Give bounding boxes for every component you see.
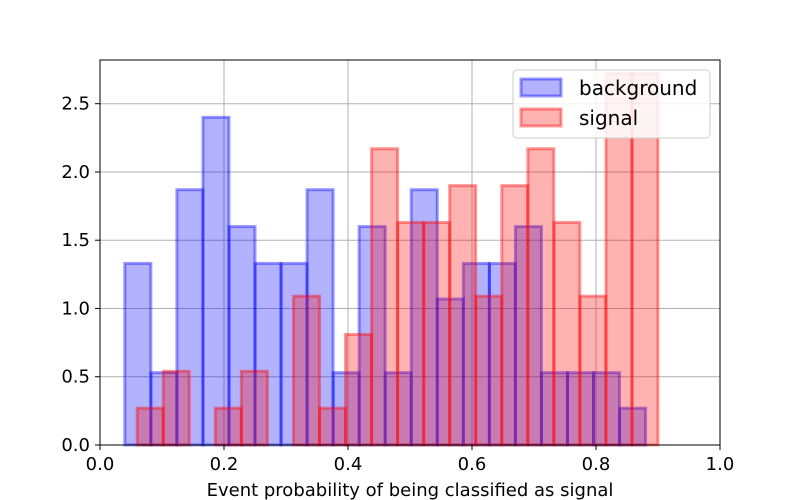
x-tick-label: 1.0 (706, 454, 735, 475)
legend-box (512, 69, 711, 139)
plot-frame (99, 59, 721, 446)
histogram-bar-signal (526, 147, 556, 447)
histogram-bar-signal (552, 220, 582, 447)
legend-label-signal: signal (579, 106, 638, 130)
histogram-bar-signal (317, 406, 348, 447)
histogram-bar-background (539, 371, 569, 447)
y-tick-label: 0.5 (61, 367, 90, 388)
legend-swatch-signal (519, 107, 563, 128)
histogram-bar-signal (448, 184, 478, 447)
legend: background signal (512, 69, 711, 139)
histogram-bar-background (592, 371, 622, 447)
histogram-bar-signal (370, 147, 400, 447)
y-tick-label: 1.0 (61, 298, 90, 319)
histogram-bar-signal (396, 220, 426, 447)
histogram-bar-signal (422, 220, 452, 447)
y-tick-label: 2.0 (61, 162, 90, 183)
histogram-bar-background (331, 371, 361, 447)
histogram-bar-background (279, 261, 309, 447)
x-tick-label: 0.0 (86, 454, 115, 475)
axis-ticks: 0.0 0.2 0.4 0.6 0.8 1.0 0.0 0.5 1.0 1.5 2.0 2.5 (61, 94, 734, 475)
histogram-bar-background (357, 225, 387, 447)
histogram-bar-signal (344, 332, 374, 447)
y-tick-label: 1.5 (61, 230, 90, 251)
histogram-bar-signal (135, 406, 165, 447)
histogram-bars (123, 72, 660, 447)
histogram-bar-signal (578, 294, 608, 447)
histogram-bar-signal (161, 369, 191, 447)
histogram-bar-signal (239, 369, 269, 447)
histogram-bar-signal (291, 294, 321, 447)
y-tick-label: 0.0 (61, 435, 90, 456)
legend-label-background: background (579, 76, 697, 100)
x-tick-label: 0.6 (458, 454, 487, 475)
histogram-bar-signal (500, 184, 530, 447)
legend-swatch-background (519, 77, 563, 98)
histogram-bar-background (618, 406, 648, 447)
x-tick-label: 0.4 (334, 454, 363, 475)
histogram-bar-background (201, 115, 231, 447)
x-tick-label: 0.8 (582, 454, 611, 475)
x-tick-label: 0.2 (210, 454, 239, 475)
histogram-bar-signal (213, 406, 243, 447)
histogram-bar-signal (474, 294, 504, 447)
y-tick-label: 2.5 (61, 94, 90, 115)
x-axis-label: Event probability of being classified as… (207, 480, 614, 500)
